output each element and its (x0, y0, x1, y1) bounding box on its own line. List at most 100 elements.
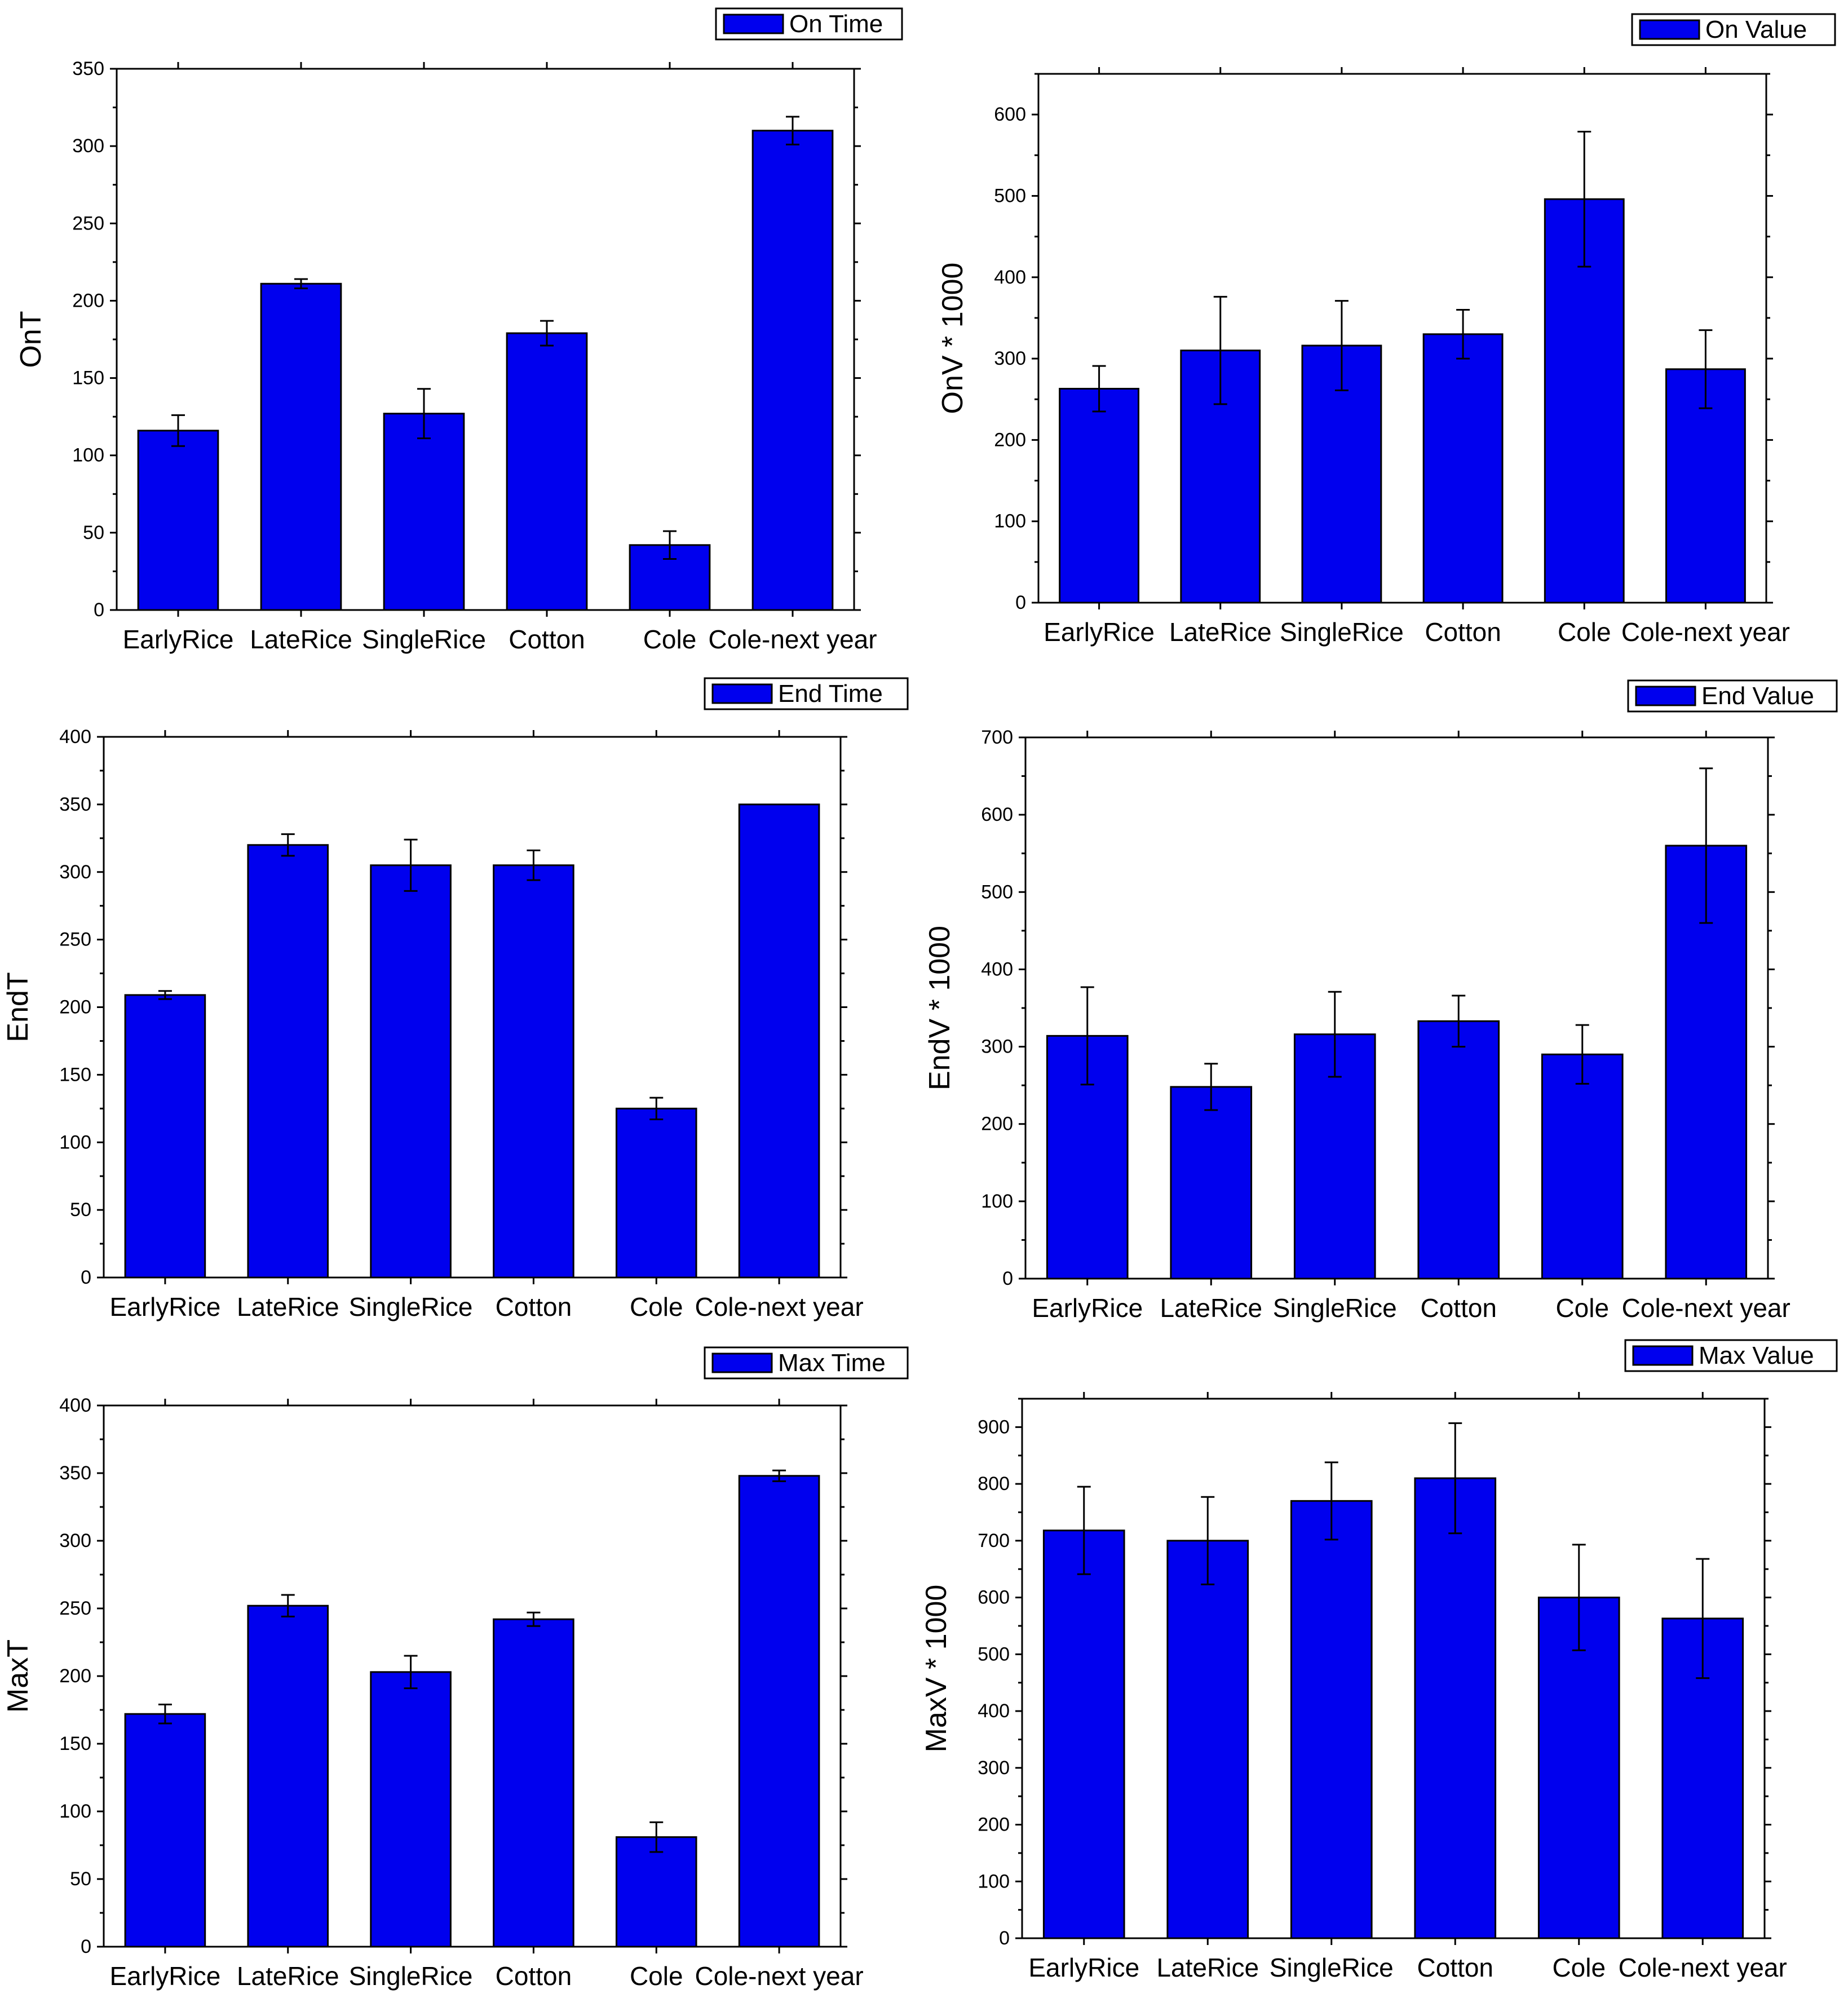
x-tick-label: Cole (1552, 1953, 1606, 1982)
x-tick-label: Cotton (496, 1292, 572, 1321)
plot-frame (1021, 1398, 1766, 1939)
y-tick-label: 350 (59, 794, 91, 815)
error-bar-4 (1452, 994, 1466, 1048)
x-tick-label: SingleRice (349, 1961, 473, 1991)
x-tick-label: Cotton (1420, 1293, 1497, 1323)
y-tick-label: 100 (994, 511, 1026, 532)
bar-6 (738, 803, 820, 1279)
error-bar-2 (1204, 1063, 1218, 1111)
bar-2 (1170, 1086, 1253, 1280)
y-tick-label: 300 (981, 1036, 1013, 1058)
error-bar-2 (1213, 295, 1227, 405)
x-tick-label: SingleRice (1270, 1953, 1394, 1982)
legend-label: End Time (778, 680, 883, 708)
legend-label: End Value (1701, 682, 1814, 710)
error-bar-3 (1334, 300, 1349, 391)
x-tick-label: SingleRice (1273, 1293, 1397, 1323)
error-bar-2 (281, 833, 295, 857)
bar-5 (615, 1107, 697, 1279)
legend-swatch (1632, 1345, 1694, 1366)
legend-label: Max Time (778, 1349, 886, 1377)
y-ticks (97, 736, 847, 1279)
error-bar-1 (1077, 1486, 1091, 1575)
x-tick-label: EarlyRice (110, 1292, 221, 1321)
y-tick-label: 800 (978, 1473, 1010, 1495)
chart-panel-4: 0 100 200 300 400 500 600 700 EarlyRice LateRice S… (923, 679, 1838, 1323)
y-tick-label: 300 (72, 135, 104, 157)
x-tick-label: Cotton (496, 1961, 572, 1991)
legend-label: On Time (789, 10, 883, 38)
y-tick-label: 200 (994, 429, 1026, 450)
y-tick-label: 600 (981, 804, 1013, 825)
x-tick-label: LateRice (1169, 617, 1272, 647)
error-bar-1 (158, 1703, 172, 1725)
y-tick-label: 300 (59, 861, 91, 883)
x-tick-label: Cole (630, 1292, 683, 1321)
error-bar-1 (171, 414, 185, 447)
y-tick-label: 150 (72, 368, 104, 389)
x-tick-label: Cotton (1425, 617, 1501, 647)
y-tick-label: 100 (72, 445, 104, 466)
x-tick-label: Cole-next year (1622, 1293, 1790, 1323)
y-tick-label: 200 (978, 1814, 1010, 1836)
bar-1 (124, 994, 206, 1279)
y-tick-label: 400 (981, 958, 1013, 980)
y-tick-label: 400 (978, 1700, 1010, 1722)
error-bar-4 (1456, 308, 1470, 360)
y-tick-label: 300 (59, 1530, 91, 1551)
x-tick-label: EarlyRice (123, 625, 234, 654)
y-tick-label: 300 (994, 348, 1026, 369)
y-tick-label: 250 (59, 1598, 91, 1619)
y-tick-label: 600 (994, 104, 1026, 125)
legend: End Time (704, 677, 909, 710)
legend-swatch (1635, 686, 1696, 706)
error-bar-4 (540, 320, 554, 347)
y-ticks (110, 68, 861, 611)
y-tick-label: 400 (59, 1395, 91, 1416)
error-bar-3 (404, 1655, 418, 1690)
bar-6 (738, 1475, 820, 1948)
bar-2 (247, 1604, 329, 1948)
y-axis-label: MaxV * 1000 (920, 1585, 953, 1753)
x-tick-label: LateRice (1160, 1293, 1262, 1323)
legend: On Value (1631, 13, 1836, 46)
y-tick-label: 100 (978, 1871, 1010, 1892)
chart-panel-2: 0 100 200 300 400 500 600 EarlyRice LateRice Sing… (936, 13, 1836, 647)
bar-1 (137, 430, 219, 611)
x-tick-label: LateRice (1156, 1953, 1259, 1982)
error-bar-1 (158, 990, 172, 1000)
y-tick-label: 150 (59, 1064, 91, 1085)
y-ticks (1015, 1398, 1771, 1939)
error-bar-6 (786, 116, 799, 145)
plot-frame (116, 68, 855, 611)
error-bar-5 (649, 1821, 664, 1853)
bar-4 (1417, 1020, 1500, 1280)
bar-4 (1422, 333, 1504, 604)
x-tick-label: EarlyRice (110, 1961, 221, 1991)
legend-label: On Value (1705, 16, 1807, 43)
x-tick-label: EarlyRice (1032, 1293, 1143, 1323)
x-tick-label: LateRice (237, 1961, 339, 1991)
x-tick-label: Cole (1558, 617, 1611, 647)
bar-2 (1166, 1540, 1249, 1939)
y-tick-label: 700 (978, 1530, 1010, 1551)
bar-1 (1042, 1530, 1125, 1939)
y-tick-label: 500 (994, 185, 1026, 206)
error-bar-6 (1699, 329, 1713, 409)
y-tick-label: 0 (81, 1936, 91, 1957)
legend: End Value (1627, 679, 1838, 713)
bar-2 (260, 282, 342, 611)
error-bar-6 (1696, 1558, 1710, 1679)
y-tick-label: 250 (72, 213, 104, 234)
y-axis-label: OnV * 1000 (936, 263, 969, 414)
x-tick-label: LateRice (237, 1292, 339, 1321)
y-tick-label: 500 (981, 881, 1013, 903)
y-tick-label: 200 (59, 997, 91, 1018)
legend-swatch (723, 14, 784, 34)
error-bar-3 (404, 838, 418, 892)
x-tick-label: Cole (1555, 1293, 1609, 1323)
error-bar-3 (1324, 1461, 1338, 1541)
y-tick-label: 250 (59, 929, 91, 951)
chart-panel-1: 0 50 100 150 200 250 300 350 EarlyRice LateRice Si… (15, 7, 903, 654)
y-tick-label: 100 (59, 1801, 91, 1822)
